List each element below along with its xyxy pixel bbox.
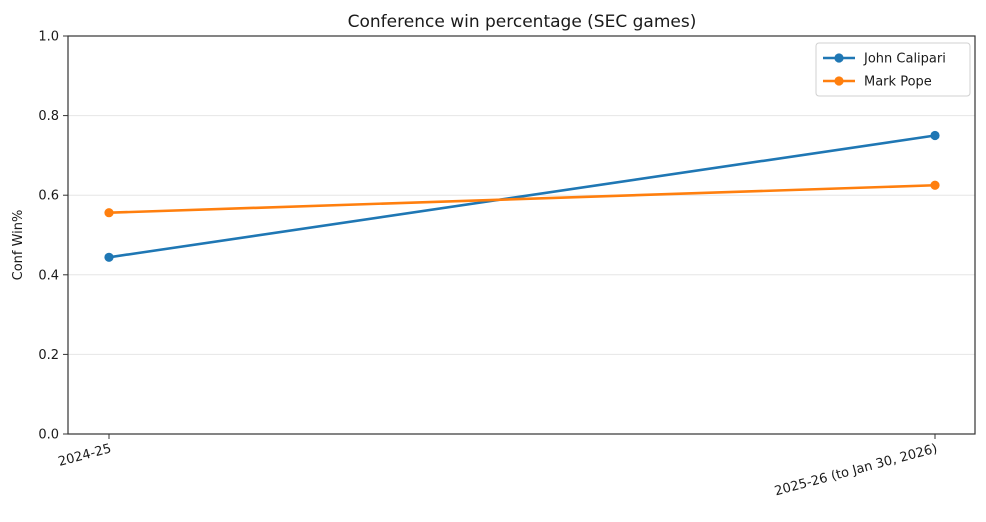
data-point [930,180,940,190]
legend: John Calipari Mark Pope [815,42,971,97]
data-point [930,130,940,141]
y-tick-label: 0.0 [38,428,59,443]
y-tick-label: 0.8 [38,109,59,124]
y-tick-label: 0.6 [38,189,59,204]
chart-title: Conference win percentage (SEC games) [348,12,697,32]
y-tick-label: 0.2 [38,348,59,363]
series-line-0 [108,134,936,259]
series-line-1 [108,183,936,215]
x-tick-label: 2025-26 (to Jan 30, 2026) [773,441,939,499]
legend-label: John Calipari [863,52,946,67]
y-tick-label: 1.0 [38,30,59,45]
data-point [104,208,114,218]
x-tick-label: 2024-25 [57,441,113,470]
plot-frame [67,35,976,435]
y-axis-label: Conf Win% [11,210,26,281]
y-tick-label: 0.4 [38,268,59,283]
legend-marker [834,76,844,86]
data-point [104,252,114,262]
legend-marker [834,53,844,63]
legend-box [815,42,971,97]
axes: 0.0 0.2 0.4 0.6 0.8 1.0 2024-25 2025-26 (to Jan… [38,30,976,499]
legend-label: Mark Pope [864,75,932,90]
series-layer [104,130,940,262]
